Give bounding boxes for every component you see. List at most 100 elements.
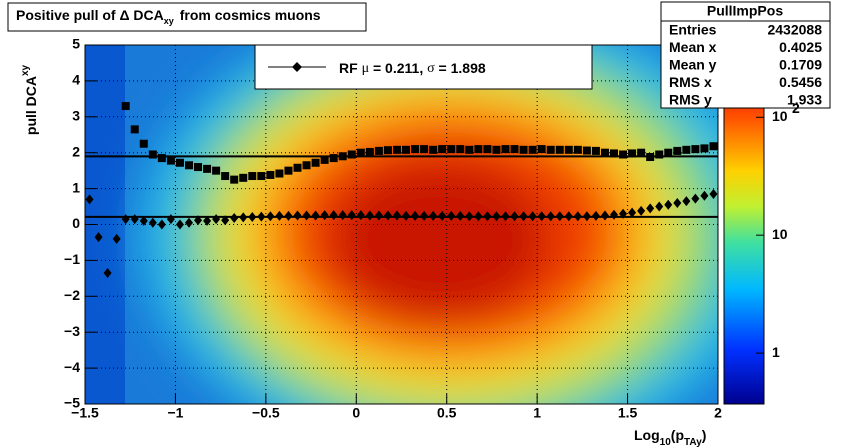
mean-point <box>402 210 411 221</box>
mean-point <box>411 210 420 221</box>
legend-marker <box>292 62 302 72</box>
mean-point <box>148 217 157 228</box>
stats-value: 0.4025 <box>779 39 822 55</box>
rms-point <box>628 149 637 158</box>
rms-point <box>212 166 221 175</box>
z-tick-exponent: 2 <box>792 100 800 116</box>
legend-text: RF μ = 0.211, σ = 1.898 <box>339 60 486 77</box>
rms-point <box>411 145 420 154</box>
mean-point <box>483 211 492 222</box>
y-tick-label: 2 <box>72 143 80 159</box>
y-tick-label: −4 <box>64 359 80 375</box>
mean-point <box>447 210 456 221</box>
mean-point <box>591 210 600 221</box>
rms-point <box>564 145 573 154</box>
rms-point <box>184 161 193 170</box>
rms-point <box>374 146 383 155</box>
stats-value: 2432088 <box>767 22 822 38</box>
rms-point <box>347 150 356 159</box>
mean-point <box>501 211 510 222</box>
x-tick-label: 0 <box>352 405 360 421</box>
mean-point <box>284 210 293 221</box>
stats-label: Entries <box>669 22 717 38</box>
rms-point <box>664 148 673 157</box>
rms-point <box>673 146 682 155</box>
rms-point <box>709 142 718 151</box>
rms-point <box>248 172 257 181</box>
mean-point <box>637 205 646 216</box>
mean-point <box>103 267 112 278</box>
mean-point <box>655 201 664 212</box>
mean-point <box>573 211 582 222</box>
mean-point <box>546 211 555 222</box>
rms-point <box>194 163 203 172</box>
rms-point <box>284 166 293 175</box>
mean-point <box>682 196 691 207</box>
mean-point <box>130 214 139 225</box>
z-tick-label: 1 <box>772 344 780 360</box>
rms-point <box>157 154 166 163</box>
stats-label: RMS x <box>669 74 712 90</box>
rms-point <box>474 145 483 154</box>
mean-point <box>175 219 184 230</box>
rms-point <box>275 169 284 178</box>
rms-point <box>646 153 655 162</box>
rms-point <box>655 150 664 159</box>
rms-point <box>429 145 438 154</box>
mean-point <box>383 210 392 221</box>
mean-point <box>257 211 266 222</box>
mean-point <box>519 211 528 222</box>
mean-point <box>582 211 591 222</box>
rms-point <box>139 139 148 148</box>
y-tick-label: −2 <box>64 287 80 303</box>
mean-point <box>456 210 465 221</box>
mean-point <box>266 211 275 222</box>
mean-point <box>528 211 537 222</box>
mean-point <box>664 199 673 210</box>
rms-point <box>239 173 248 182</box>
mean-point <box>320 210 329 221</box>
mean-point <box>691 193 700 204</box>
rms-point <box>519 145 528 154</box>
mean-point <box>157 219 166 230</box>
mean-point <box>239 212 248 223</box>
rms-point <box>383 146 392 155</box>
rms-point <box>230 175 239 184</box>
mean-point <box>230 213 239 224</box>
y-tick-label: 4 <box>72 72 80 88</box>
x-tick-label: −1 <box>167 405 183 421</box>
rms-point <box>121 102 130 111</box>
title-box <box>7 2 367 32</box>
mean-point <box>492 211 501 222</box>
rms-point <box>392 145 401 154</box>
z-tick-label: 10 <box>772 108 788 124</box>
rms-point <box>311 158 320 167</box>
y-tick-label: 5 <box>72 36 80 52</box>
x-tick-label: 1 <box>533 405 541 421</box>
rms-point <box>365 147 374 156</box>
mean-point <box>293 210 302 221</box>
mean-point <box>194 215 203 226</box>
rms-point <box>338 152 347 161</box>
stats-label: RMS y <box>669 92 712 108</box>
rms-point <box>555 145 564 154</box>
x-tick-label: −1.5 <box>71 405 99 421</box>
mean-point <box>275 210 284 221</box>
stats-box: PullImpPos Entries 2432088 Mean x 0.4025 Mean… <box>660 1 831 109</box>
rms-point <box>528 145 537 154</box>
mean-point <box>555 211 564 222</box>
rms-point <box>700 144 709 153</box>
stats-value: 1.933 <box>787 92 822 108</box>
rms-point <box>510 145 519 154</box>
mean-point <box>203 215 212 226</box>
legend: RF μ = 0.211, σ = 1.898 <box>254 44 593 90</box>
mean-point <box>311 210 320 221</box>
mean-point <box>329 210 338 221</box>
x-tick-label: −0.5 <box>252 405 280 421</box>
x-tick-label: 1.5 <box>618 405 638 421</box>
rms-point <box>166 156 175 165</box>
mean-point <box>94 232 103 243</box>
rms-point <box>148 150 157 159</box>
rms-point <box>203 164 212 173</box>
